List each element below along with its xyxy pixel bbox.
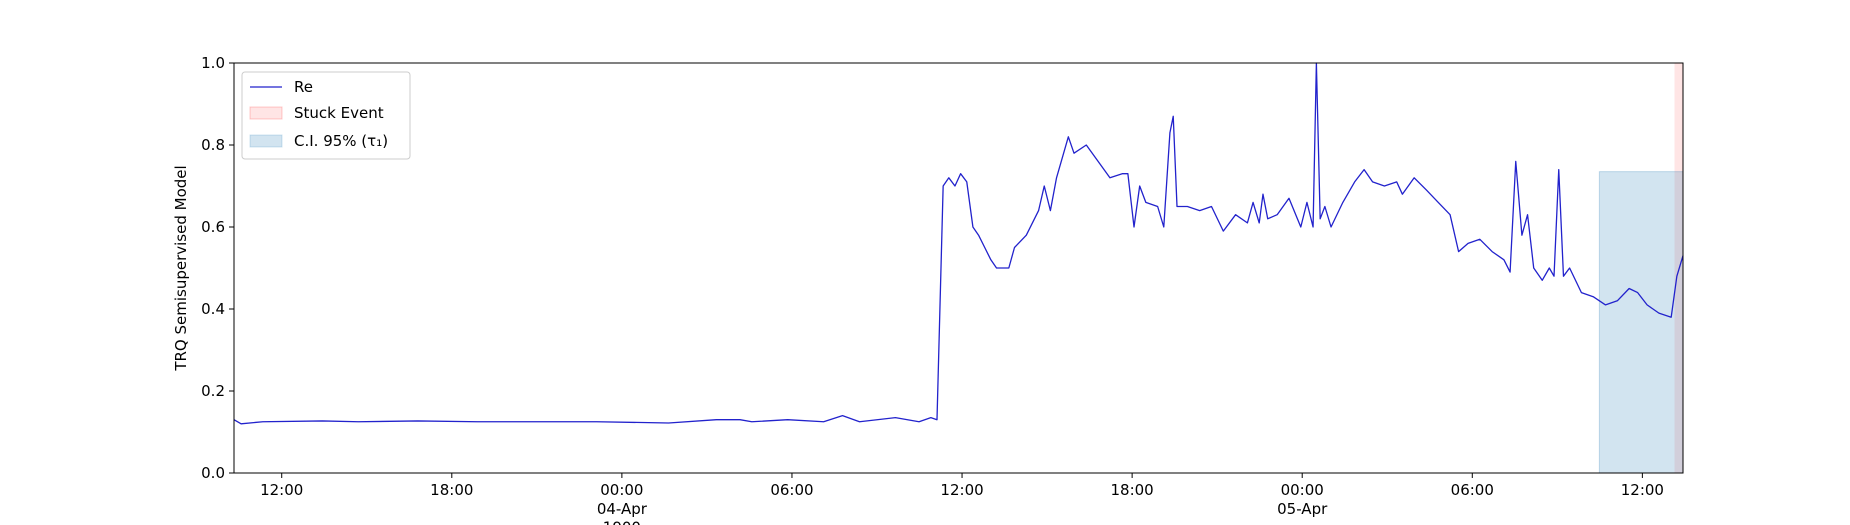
x-tick-label: 12:00 [940,481,983,499]
legend: Re Stuck Event C.I. 95% (τ₁) [241,71,411,160]
legend-swatch [249,106,283,120]
y-tick-label: 0.2 [201,382,225,400]
legend-box [241,71,411,160]
x-tick-label: 06:00 [1451,481,1494,499]
y-tick-label: 1.0 [201,54,225,72]
y-tick-label: 0.4 [201,300,225,318]
data-line [233,62,1684,425]
axes-frame [233,62,1684,474]
x-tick-label: 06:00 [770,481,813,499]
x-tick-label: 18:00 [430,481,473,499]
y-tick-label: 0.0 [201,464,225,482]
y-tick-label: 0.8 [201,136,225,154]
legend-label: Re [294,78,313,96]
y-tick-label: 0.6 [201,218,225,236]
x-tick-label: 18:00 [1111,481,1154,499]
y-axis-label: TRQ Semisupervised Model [172,165,190,371]
x-tick-label: 12:00 [1621,481,1664,499]
legend-label: Stuck Event [294,104,384,122]
legend-label: C.I. 95% (τ₁) [294,132,388,150]
span-region [1598,171,1684,474]
x-tick-label: 00:00 05-Apr [1277,481,1328,518]
x-tick-label: 12:00 [260,481,303,499]
legend-swatch [249,134,283,148]
